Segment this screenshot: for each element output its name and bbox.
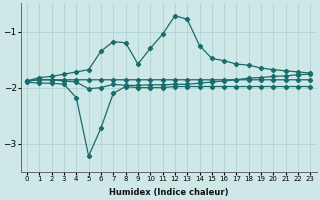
X-axis label: Humidex (Indice chaleur): Humidex (Indice chaleur) bbox=[109, 188, 228, 197]
